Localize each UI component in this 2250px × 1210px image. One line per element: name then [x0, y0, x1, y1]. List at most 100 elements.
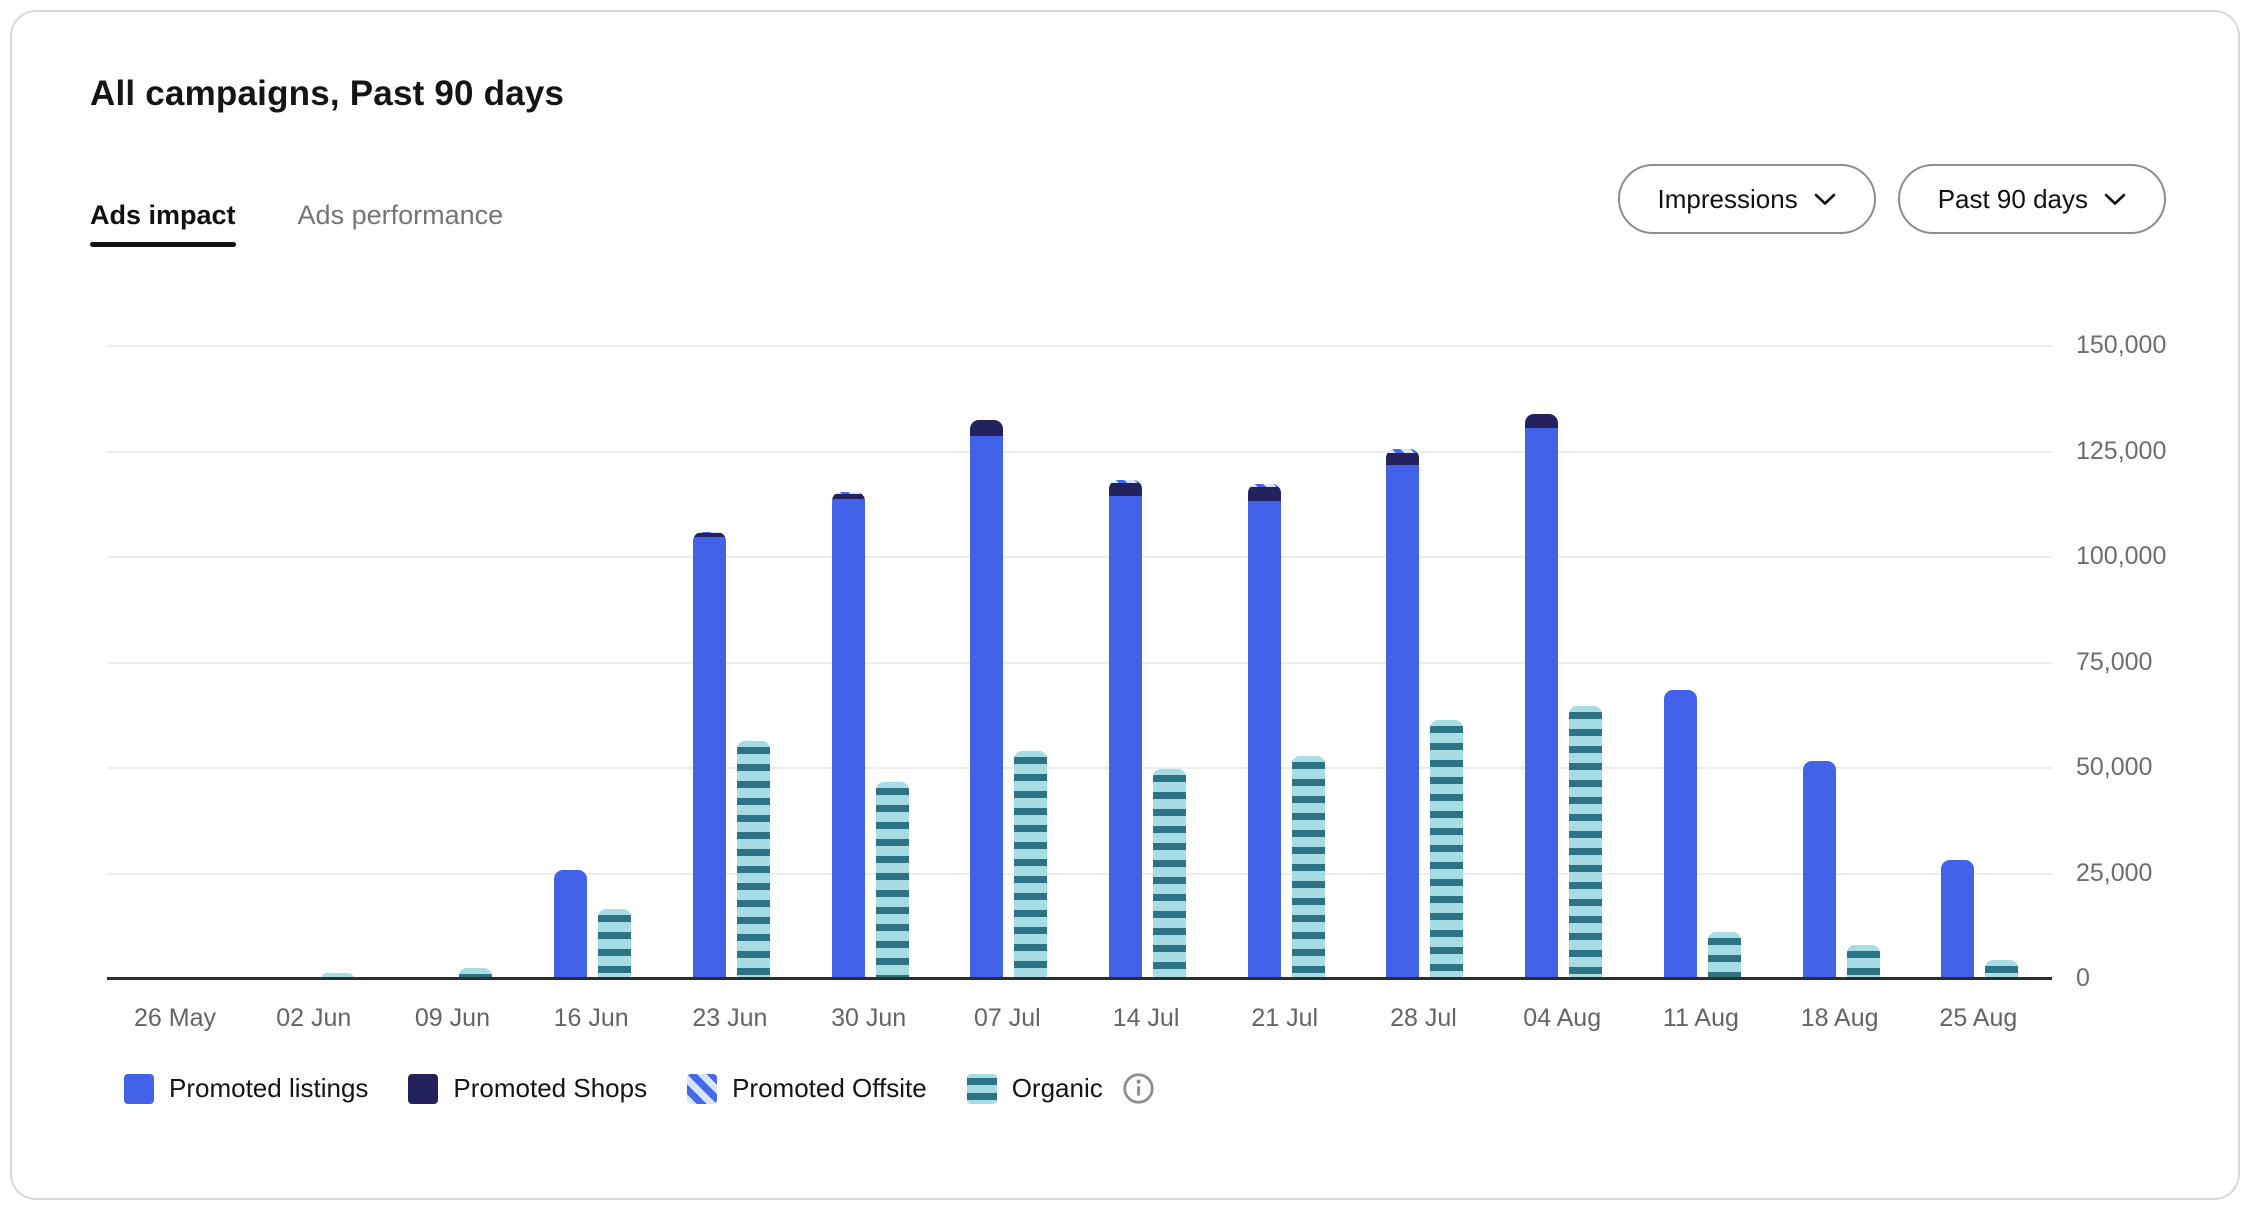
page-title: All campaigns, Past 90 days	[90, 74, 565, 113]
bar-segment-promoted-listings[interactable]	[831, 498, 865, 979]
bar-promoted-stack[interactable]	[831, 492, 865, 979]
x-axis-tick: 21 Jul	[1251, 1004, 1319, 1032]
x-axis-tick: 14 Jul	[1112, 1004, 1180, 1032]
promoted-listings-swatch-icon	[124, 1073, 154, 1104]
legend-item-organic: Organic	[966, 1072, 1155, 1105]
legend-item-promoted-listings: Promoted listings	[124, 1073, 368, 1104]
bar-segment-promoted-shops[interactable]	[1109, 482, 1143, 497]
bar-segment-promoted-offsite[interactable]	[1247, 484, 1281, 487]
bar-organic[interactable]	[1291, 755, 1325, 979]
x-axis-baseline	[107, 977, 2052, 980]
bar-organic[interactable]	[736, 741, 770, 979]
bar-organic[interactable]	[1985, 959, 2019, 979]
date-range-dropdown[interactable]: Past 90 days	[1897, 164, 2166, 234]
bar-promoted-stack[interactable]	[1941, 859, 1975, 979]
y-axis-tick: 150,000	[2076, 331, 2167, 359]
bar-segment-promoted-listings[interactable]	[554, 870, 588, 979]
bar-segment-promoted-listings[interactable]	[1109, 496, 1143, 979]
bar-promoted-stack[interactable]	[1663, 690, 1697, 979]
x-axis-tick: 26 May	[134, 1004, 216, 1032]
chevron-down-icon	[2104, 193, 2126, 205]
x-axis-tick: 11 Aug	[1662, 1004, 1739, 1032]
bar-segment-promoted-offsite[interactable]	[1386, 448, 1420, 453]
date-range-dropdown-label: Past 90 days	[1937, 183, 2088, 214]
bar-segment-promoted-listings[interactable]	[1247, 500, 1281, 979]
legend-label: Promoted Offsite	[732, 1073, 927, 1103]
bar-promoted-stack[interactable]	[692, 531, 726, 979]
x-axis-tick: 28 Jul	[1390, 1004, 1457, 1032]
y-axis-tick: 75,000	[2076, 647, 2153, 676]
chart-legend: Promoted listings Promoted Shops Promote…	[124, 1072, 1155, 1105]
x-axis-tick: 18 Aug	[1800, 1004, 1879, 1032]
x-axis-tick: 16 Jun	[553, 1004, 629, 1032]
bar-segment-promoted-shops[interactable]	[1386, 452, 1420, 466]
promoted-offsite-swatch-icon	[687, 1073, 718, 1104]
bar-promoted-stack[interactable]	[1525, 413, 1559, 979]
x-axis-tick: 04 Aug	[1523, 1004, 1602, 1032]
info-icon[interactable]	[1122, 1072, 1155, 1105]
bar-segment-promoted-listings[interactable]	[970, 435, 1004, 979]
bar-organic[interactable]	[1707, 932, 1741, 979]
tabs: Ads impact Ads performance	[90, 200, 503, 247]
bar-segment-promoted-shops[interactable]	[831, 493, 865, 499]
bar-segment-promoted-listings[interactable]	[1663, 690, 1697, 979]
tab-ads-impact[interactable]: Ads impact	[90, 200, 236, 247]
organic-swatch-icon	[966, 1073, 997, 1104]
bar-promoted-stack[interactable]	[1802, 761, 1836, 979]
bar-segment-promoted-shops[interactable]	[1525, 413, 1559, 429]
bar-segment-promoted-offsite[interactable]	[1109, 480, 1143, 483]
bar-chart-plot-area	[107, 345, 2052, 980]
bar-organic[interactable]	[1014, 751, 1048, 979]
bar-segment-promoted-listings[interactable]	[1386, 465, 1420, 979]
legend-label: Promoted Shops	[453, 1073, 648, 1103]
bar-segment-promoted-listings[interactable]	[692, 536, 726, 979]
bar-promoted-stack[interactable]	[554, 870, 588, 979]
gridline	[107, 872, 2052, 875]
bar-organic[interactable]	[459, 968, 493, 979]
bar-organic[interactable]	[1430, 719, 1464, 979]
bar-organic[interactable]	[598, 909, 632, 979]
bar-segment-promoted-offsite[interactable]	[692, 531, 726, 534]
bar-organic[interactable]	[875, 781, 909, 979]
legend-item-promoted-shops: Promoted Shops	[408, 1073, 647, 1104]
gridline	[107, 450, 2052, 453]
bar-segment-promoted-listings[interactable]	[1941, 859, 1975, 979]
bar-organic[interactable]	[1569, 705, 1603, 979]
y-axis-tick: 125,000	[2076, 436, 2167, 465]
bar-segment-promoted-listings[interactable]	[1802, 761, 1836, 979]
tab-ads-performance[interactable]: Ads performance	[297, 200, 504, 230]
y-axis-tick: 25,000	[2076, 858, 2153, 887]
bar-organic[interactable]	[320, 972, 354, 979]
bar-promoted-stack[interactable]	[1109, 480, 1143, 979]
x-axis-tick: 02 Jun	[276, 1004, 352, 1032]
bar-promoted-stack[interactable]	[970, 420, 1004, 979]
x-axis-tick: 30 Jun	[831, 1004, 907, 1032]
metric-dropdown-label: Impressions	[1657, 183, 1798, 214]
bar-segment-promoted-shops[interactable]	[692, 533, 726, 537]
bar-promoted-stack[interactable]	[1386, 448, 1420, 979]
chart-controls: Impressions Past 90 days	[1617, 164, 2166, 234]
bar-segment-promoted-shops[interactable]	[1247, 486, 1281, 501]
legend-label: Promoted listings	[169, 1073, 369, 1103]
y-axis-tick: 50,000	[2076, 753, 2153, 781]
gridline	[107, 556, 2052, 558]
bar-organic[interactable]	[1153, 768, 1187, 979]
x-axis-tick: 25 Aug	[1939, 1004, 2018, 1032]
campaign-dashboard-card: All campaigns, Past 90 days Ads impact A…	[10, 10, 2240, 1200]
x-axis-tick: 23 Jun	[692, 1004, 768, 1032]
bar-segment-promoted-shops[interactable]	[970, 420, 1004, 436]
y-axis-tick: 100,000	[2076, 542, 2167, 570]
metric-dropdown[interactable]: Impressions	[1617, 164, 1876, 234]
legend-item-promoted-offsite: Promoted Offsite	[687, 1073, 927, 1104]
bar-segment-promoted-listings[interactable]	[1525, 428, 1559, 979]
bar-organic[interactable]	[1846, 944, 1880, 979]
gridline	[107, 767, 2052, 769]
bar-segment-promoted-offsite[interactable]	[831, 492, 865, 494]
legend-label: Organic	[1011, 1073, 1103, 1103]
gridline	[107, 661, 2052, 664]
bar-promoted-stack[interactable]	[1247, 484, 1281, 979]
y-axis-tick: 0	[2076, 964, 2090, 992]
x-axis-tick: 07 Jul	[973, 1004, 1041, 1032]
gridline	[107, 345, 2052, 347]
x-axis-tick: 09 Jun	[414, 1004, 490, 1032]
